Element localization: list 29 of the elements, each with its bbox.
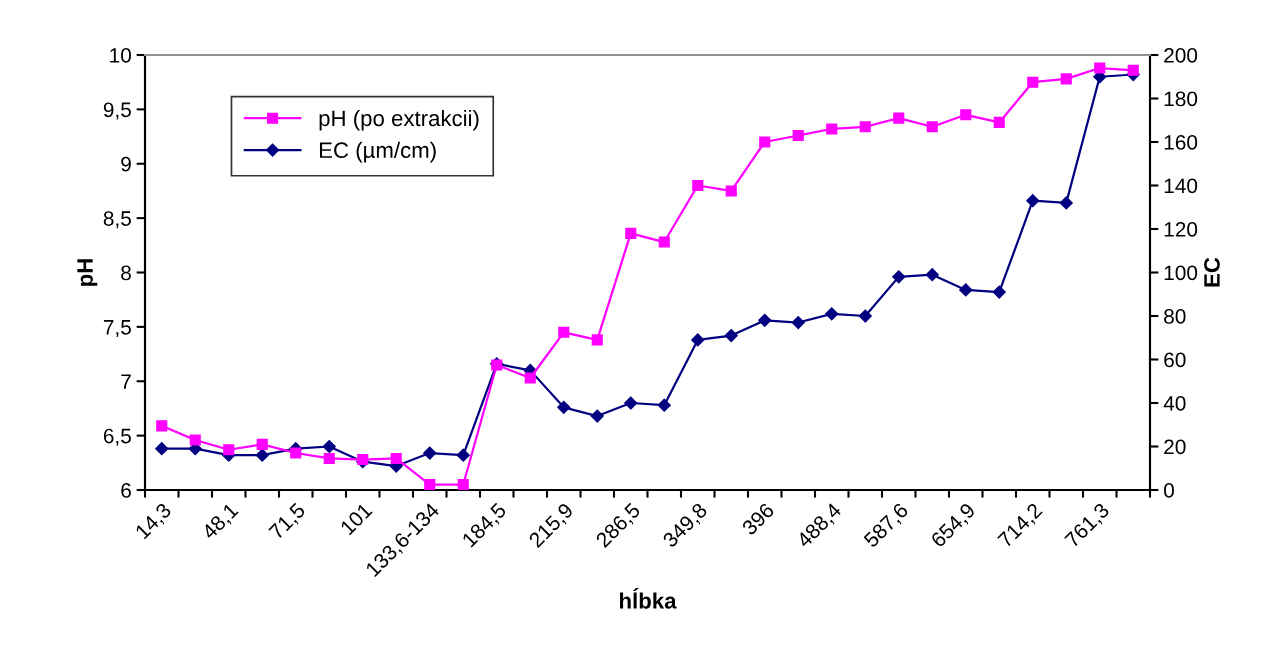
- y2-tick-label: 40: [1163, 396, 1186, 411]
- y-tick-label: 8,5: [103, 211, 131, 229]
- y-tick-label: 9,5: [103, 102, 131, 120]
- y2-tick-label: 140: [1164, 178, 1198, 194]
- y2-tick-label: 20: [1164, 439, 1186, 455]
- y-tick-label: 10: [110, 48, 131, 63]
- y2-tick-label: 160: [1164, 135, 1198, 150]
- y2-tick-label: 200: [1164, 48, 1198, 63]
- y2-tick-label: 0: [1164, 483, 1174, 498]
- y-tick-label: 8: [121, 265, 131, 281]
- y2-tick-label: 120: [1164, 222, 1198, 237]
- y2-axis-title: EC: [1204, 257, 1220, 287]
- y-tick-label: 6,5: [103, 428, 131, 446]
- y-tick-label: 7,5: [103, 320, 131, 338]
- y-tick-label: 9: [121, 156, 131, 172]
- x-tick-label: 48,1: [200, 502, 241, 542]
- y2-tick-label: 80: [1164, 309, 1186, 324]
- x-tick-label: 396: [741, 502, 775, 536]
- y2-tick-label: 180: [1164, 91, 1198, 107]
- x-axis-title: hĺbka: [620, 587, 677, 609]
- legend-label: EC (µm/cm): [319, 141, 436, 163]
- y-tick-label: 6: [121, 483, 131, 498]
- legend-label: pH (po extrakcii): [319, 109, 479, 131]
- x-tick-label: 14,3: [134, 502, 174, 542]
- y2-tick-label: 100: [1164, 265, 1198, 281]
- x-tick-label: 71,5: [268, 502, 308, 542]
- y-tick-label: 7: [121, 374, 131, 389]
- y-axis-title: pH: [77, 259, 98, 286]
- y2-tick-label: 60: [1164, 352, 1186, 368]
